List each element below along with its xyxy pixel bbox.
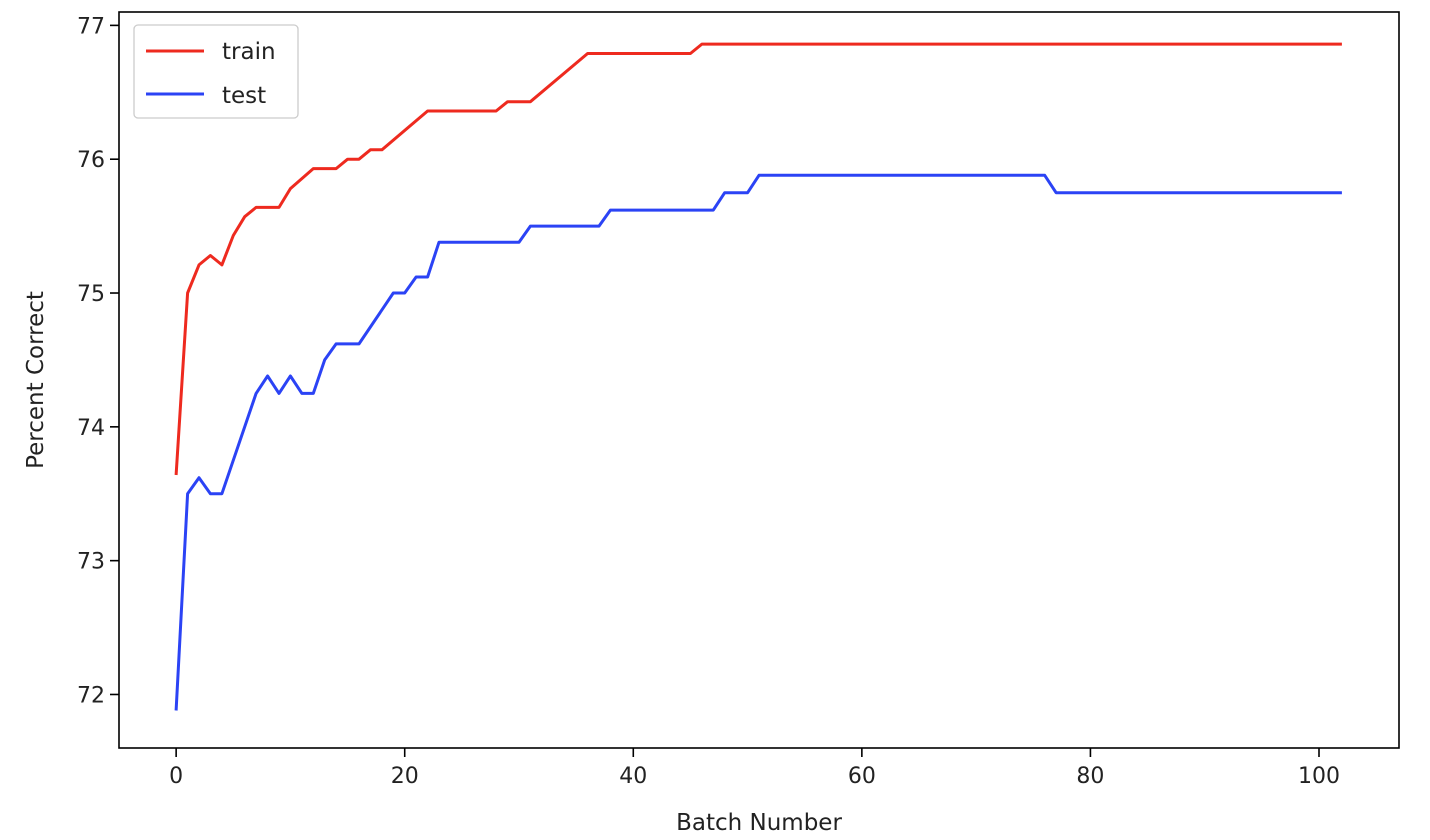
x-tick-label: 0	[169, 764, 183, 789]
ticks-layer: 0 20 40 60 80 100 72 73 74 75 76 77	[77, 14, 1340, 789]
y-tick-label: 73	[77, 550, 105, 575]
x-tick-label: 80	[1076, 764, 1104, 789]
y-tick-label: 74	[77, 416, 105, 441]
legend-label-test: test	[222, 83, 266, 109]
y-axis-title: Percent Correct	[23, 291, 49, 469]
x-tick-label: 60	[848, 764, 876, 789]
legend-label-train: train	[222, 39, 276, 65]
y-tick-label: 77	[77, 14, 105, 39]
series-layer	[174, 42, 1342, 711]
series-line-train	[174, 42, 1342, 476]
plot-frame	[118, 11, 1400, 749]
series-line-test	[174, 173, 1342, 711]
y-tick-label: 72	[77, 683, 105, 708]
plot-area	[119, 12, 1399, 748]
x-axis-title: Batch Number	[676, 810, 842, 836]
legend: train test	[133, 24, 299, 119]
y-tick-label: 75	[77, 282, 105, 307]
y-tick-label: 76	[77, 148, 105, 173]
x-tick-label: 40	[619, 764, 647, 789]
x-tick-label: 20	[391, 764, 419, 789]
x-tick-label: 100	[1298, 764, 1340, 789]
